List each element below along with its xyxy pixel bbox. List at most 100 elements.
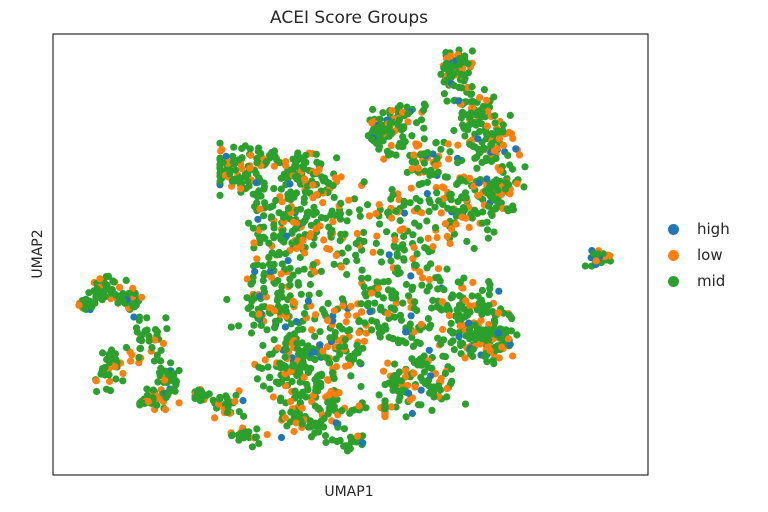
scatter-point <box>82 295 90 303</box>
scatter-point <box>397 377 405 385</box>
legend-label-high: high <box>697 220 730 238</box>
scatter-point <box>350 195 359 203</box>
scatter-point <box>364 274 372 282</box>
scatter-point <box>138 337 146 345</box>
scatter-point <box>383 228 391 236</box>
scatter-point <box>143 326 151 334</box>
scatter-point <box>506 111 514 119</box>
scatter-point <box>290 427 298 436</box>
scatter-point <box>280 213 288 221</box>
scatter-point <box>379 109 387 117</box>
scatter-point <box>85 289 93 297</box>
scatter-point <box>489 356 497 364</box>
scatter-point <box>261 199 269 207</box>
scatter-point <box>491 112 499 120</box>
scatter-point <box>299 358 307 367</box>
scatter-point <box>466 174 474 182</box>
scatter-point <box>98 296 106 304</box>
scatter-point <box>269 202 277 210</box>
scatter-point <box>302 151 310 159</box>
scatter-point <box>284 296 292 304</box>
scatter-point <box>463 237 471 245</box>
scatter-point <box>332 251 340 259</box>
scatter-point <box>286 264 294 272</box>
scatter-point <box>409 255 417 263</box>
scatter-point <box>317 372 326 380</box>
scatter-point <box>163 325 171 333</box>
scatter-point <box>406 320 414 328</box>
scatter-point <box>441 369 449 377</box>
scatter-point <box>256 292 264 300</box>
scatter-point <box>281 414 289 422</box>
scatter-point <box>355 317 363 325</box>
scatter-point <box>360 228 368 237</box>
scatter-point <box>473 164 481 172</box>
scatter-point <box>143 314 151 322</box>
scatter-point <box>128 351 136 359</box>
scatter-point <box>380 278 388 286</box>
scatter-point <box>513 180 521 188</box>
scatter-point <box>411 383 419 391</box>
scatter-point <box>144 397 152 406</box>
scatter-point <box>490 228 498 236</box>
scatter-point <box>377 258 386 266</box>
scatter-point <box>255 363 263 371</box>
scatter-point <box>289 362 297 370</box>
scatter-point <box>336 237 344 245</box>
scatter-point <box>454 141 462 149</box>
scatter-point <box>251 268 259 276</box>
scatter-point <box>381 397 389 405</box>
scatter-point <box>342 442 350 450</box>
scatter-point <box>405 389 413 397</box>
scatter-point <box>306 280 314 289</box>
scatter-point <box>409 283 417 291</box>
scatter-point <box>478 286 486 294</box>
scatter-point <box>432 184 440 192</box>
scatter-point <box>263 431 271 439</box>
scatter-point <box>328 226 336 234</box>
scatter-point <box>271 307 279 315</box>
scatter-point <box>112 356 120 364</box>
scatter-point <box>438 298 446 306</box>
scatter-point <box>476 127 484 136</box>
scatter-point <box>391 236 399 244</box>
scatter-point <box>368 326 376 334</box>
scatter-point <box>433 189 441 197</box>
scatter-point <box>372 239 380 247</box>
scatter-point <box>250 262 258 270</box>
scatter-point <box>473 153 481 161</box>
scatter-point <box>446 52 455 60</box>
scatter-point <box>388 214 396 222</box>
point-layer <box>75 46 615 455</box>
scatter-point <box>235 156 243 164</box>
scatter-point <box>320 414 328 423</box>
scatter-point <box>345 196 353 204</box>
scatter-point <box>216 169 224 177</box>
scatter-point <box>385 251 393 259</box>
scatter-point <box>103 281 111 289</box>
scatter-point <box>459 194 467 202</box>
scatter-point <box>345 361 353 369</box>
scatter-point <box>402 367 410 375</box>
scatter-point <box>486 346 494 355</box>
scatter-point <box>167 359 175 367</box>
scatter-point <box>456 60 464 68</box>
scatter-point <box>416 339 424 348</box>
scatter-point <box>247 151 255 159</box>
scatter-point <box>470 244 478 253</box>
scatter-point <box>223 408 232 416</box>
scatter-point <box>135 359 143 367</box>
scatter-point <box>143 391 151 400</box>
scatter-point <box>274 344 282 352</box>
scatter-point <box>310 203 318 211</box>
scatter-point <box>270 147 279 155</box>
scatter-point <box>145 337 153 345</box>
scatter-point <box>333 154 341 162</box>
scatter-point <box>442 61 450 69</box>
scatter-point <box>357 382 365 391</box>
scatter-point <box>98 368 106 376</box>
scatter-point <box>153 401 161 409</box>
scatter-point <box>506 340 514 348</box>
scatter-point <box>93 287 101 295</box>
scatter-point <box>466 120 474 128</box>
